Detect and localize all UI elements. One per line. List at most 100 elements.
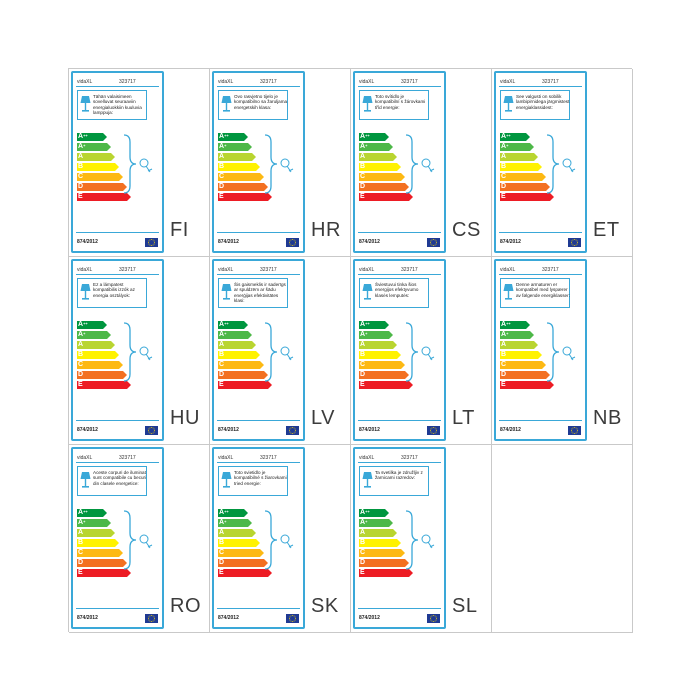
compatibility-text: Ta svetilka je združljiv z žarnicami raz… [375, 470, 423, 481]
energy-class-bar: A [77, 153, 127, 161]
energy-class-plus: + [365, 519, 368, 524]
energy-class-letter: B [501, 351, 506, 359]
energy-class-fill [500, 173, 542, 181]
energy-class-letter-text: B [501, 351, 507, 358]
energy-class-letter-text: A [219, 519, 225, 526]
regulation-number: 874/2012 [359, 427, 380, 433]
brand-name: vidaXL [500, 79, 516, 85]
energy-class-arrow [397, 163, 401, 171]
energy-class-letter: D [78, 559, 83, 567]
energy-class-letter: A [360, 341, 365, 349]
header-divider [217, 274, 300, 275]
energy-class-bar: A++ [218, 509, 268, 517]
eu-flag-icon [145, 614, 158, 623]
energy-class-arrow [123, 371, 127, 379]
energy-class-letter: D [360, 183, 365, 191]
energy-class-letter-text: C [219, 361, 225, 368]
energy-class-letter-text: E [501, 381, 506, 388]
energy-class-arrow [526, 321, 530, 329]
energy-label: vidaXL 323717 Denne armaturen er kompatibe… [494, 259, 587, 441]
energy-class-bar: A [500, 341, 550, 349]
energy-class-letter-text: A [360, 153, 366, 160]
energy-class-bar: E [77, 193, 131, 201]
eu-flag-icon [145, 426, 158, 435]
energy-class-letter: A+ [501, 143, 508, 151]
curly-brace-bulb-icon [121, 321, 161, 383]
energy-class-arrow [127, 381, 131, 389]
energy-class-arrow [119, 549, 123, 557]
energy-class-arrow [530, 331, 534, 339]
energy-class-letter-text: D [501, 371, 507, 378]
energy-class-bar: B [218, 351, 268, 359]
energy-class-arrow [389, 143, 393, 151]
energy-class-fill [500, 163, 538, 171]
energy-class-plus: ++ [83, 133, 88, 138]
energy-class-letter: C [219, 361, 224, 369]
energy-class-bar: B [500, 351, 550, 359]
energy-class-bar: A++ [77, 321, 127, 329]
curly-brace-bulb-icon [403, 509, 443, 571]
energy-class-fill [77, 193, 127, 201]
energy-class-plus: ++ [365, 509, 370, 514]
energy-class-letter-text: A [78, 143, 84, 150]
energy-class-letter-text: D [78, 183, 84, 190]
energy-class-bar: D [77, 183, 127, 191]
compatibility-text: Tähän valaisimeen sovelluvat seuraaviin … [93, 94, 142, 116]
energy-class-scale: A++ A+ A B C D E [77, 133, 131, 203]
energy-class-plus: + [224, 331, 227, 336]
energy-class-fill [359, 163, 397, 171]
label-sheet-grid: vidaXL 323717 Tähän valaisimeen sovelluvat… [68, 68, 633, 633]
energy-class-bar: D [218, 371, 268, 379]
energy-class-plus: ++ [83, 321, 88, 326]
energy-class-letter-text: E [501, 193, 506, 200]
energy-class-letter-text: C [360, 549, 366, 556]
label-cell: vidaXL 323717 Tähän valaisimeen sovelluvat… [69, 69, 210, 257]
language-code: LT [452, 407, 475, 429]
energy-class-letter: A+ [360, 331, 367, 339]
eu-flag-icon [427, 614, 440, 623]
energy-class-plus: + [83, 331, 86, 336]
eu-flag-icon [568, 238, 581, 247]
energy-class-arrow [405, 559, 409, 567]
energy-class-fill [77, 371, 123, 379]
energy-class-letter: A [78, 529, 83, 537]
energy-class-letter-text: E [360, 193, 365, 200]
energy-class-letter: A++ [219, 509, 229, 517]
energy-class-arrow [264, 183, 268, 191]
energy-class-letter: B [78, 163, 83, 171]
energy-class-letter-text: A [501, 321, 507, 328]
energy-class-fill [359, 529, 393, 537]
model-number: 323717 [119, 455, 136, 461]
label-cell: vidaXL 323717 Toto svítidlo je kompatibiln… [351, 69, 492, 257]
energy-class-letter: E [360, 381, 365, 389]
energy-class-letter-text: B [360, 163, 366, 170]
energy-class-letter: D [78, 371, 83, 379]
energy-class-letter: A++ [360, 133, 370, 141]
header-divider [76, 274, 159, 275]
energy-class-bar: A [359, 529, 409, 537]
brand-name: vidaXL [218, 455, 234, 461]
energy-class-arrow [256, 351, 260, 359]
energy-class-arrow [119, 173, 123, 181]
energy-class-fill [218, 153, 252, 161]
energy-class-arrow [385, 321, 389, 329]
energy-class-letter-text: D [219, 183, 225, 190]
energy-class-letter: A+ [219, 331, 226, 339]
energy-class-letter: D [360, 559, 365, 567]
energy-class-letter-text: C [78, 549, 84, 556]
footer-divider [499, 232, 582, 233]
energy-class-letter: D [219, 183, 224, 191]
energy-class-fill [77, 153, 111, 161]
regulation-number: 874/2012 [218, 427, 239, 433]
energy-class-bar: A [77, 529, 127, 537]
footer-divider [358, 232, 441, 233]
energy-class-bar: E [500, 193, 554, 201]
compatibility-text: Šis gaismeklis ir saderīgs ar spuldzēm a… [234, 282, 286, 304]
energy-class-letter-text: B [78, 539, 84, 546]
language-code: CS [452, 219, 481, 241]
model-number: 323717 [119, 267, 136, 273]
energy-class-letter-text: B [78, 163, 84, 170]
energy-class-arrow [393, 153, 397, 161]
energy-class-letter-text: B [360, 351, 366, 358]
eu-flag-icon [427, 238, 440, 247]
